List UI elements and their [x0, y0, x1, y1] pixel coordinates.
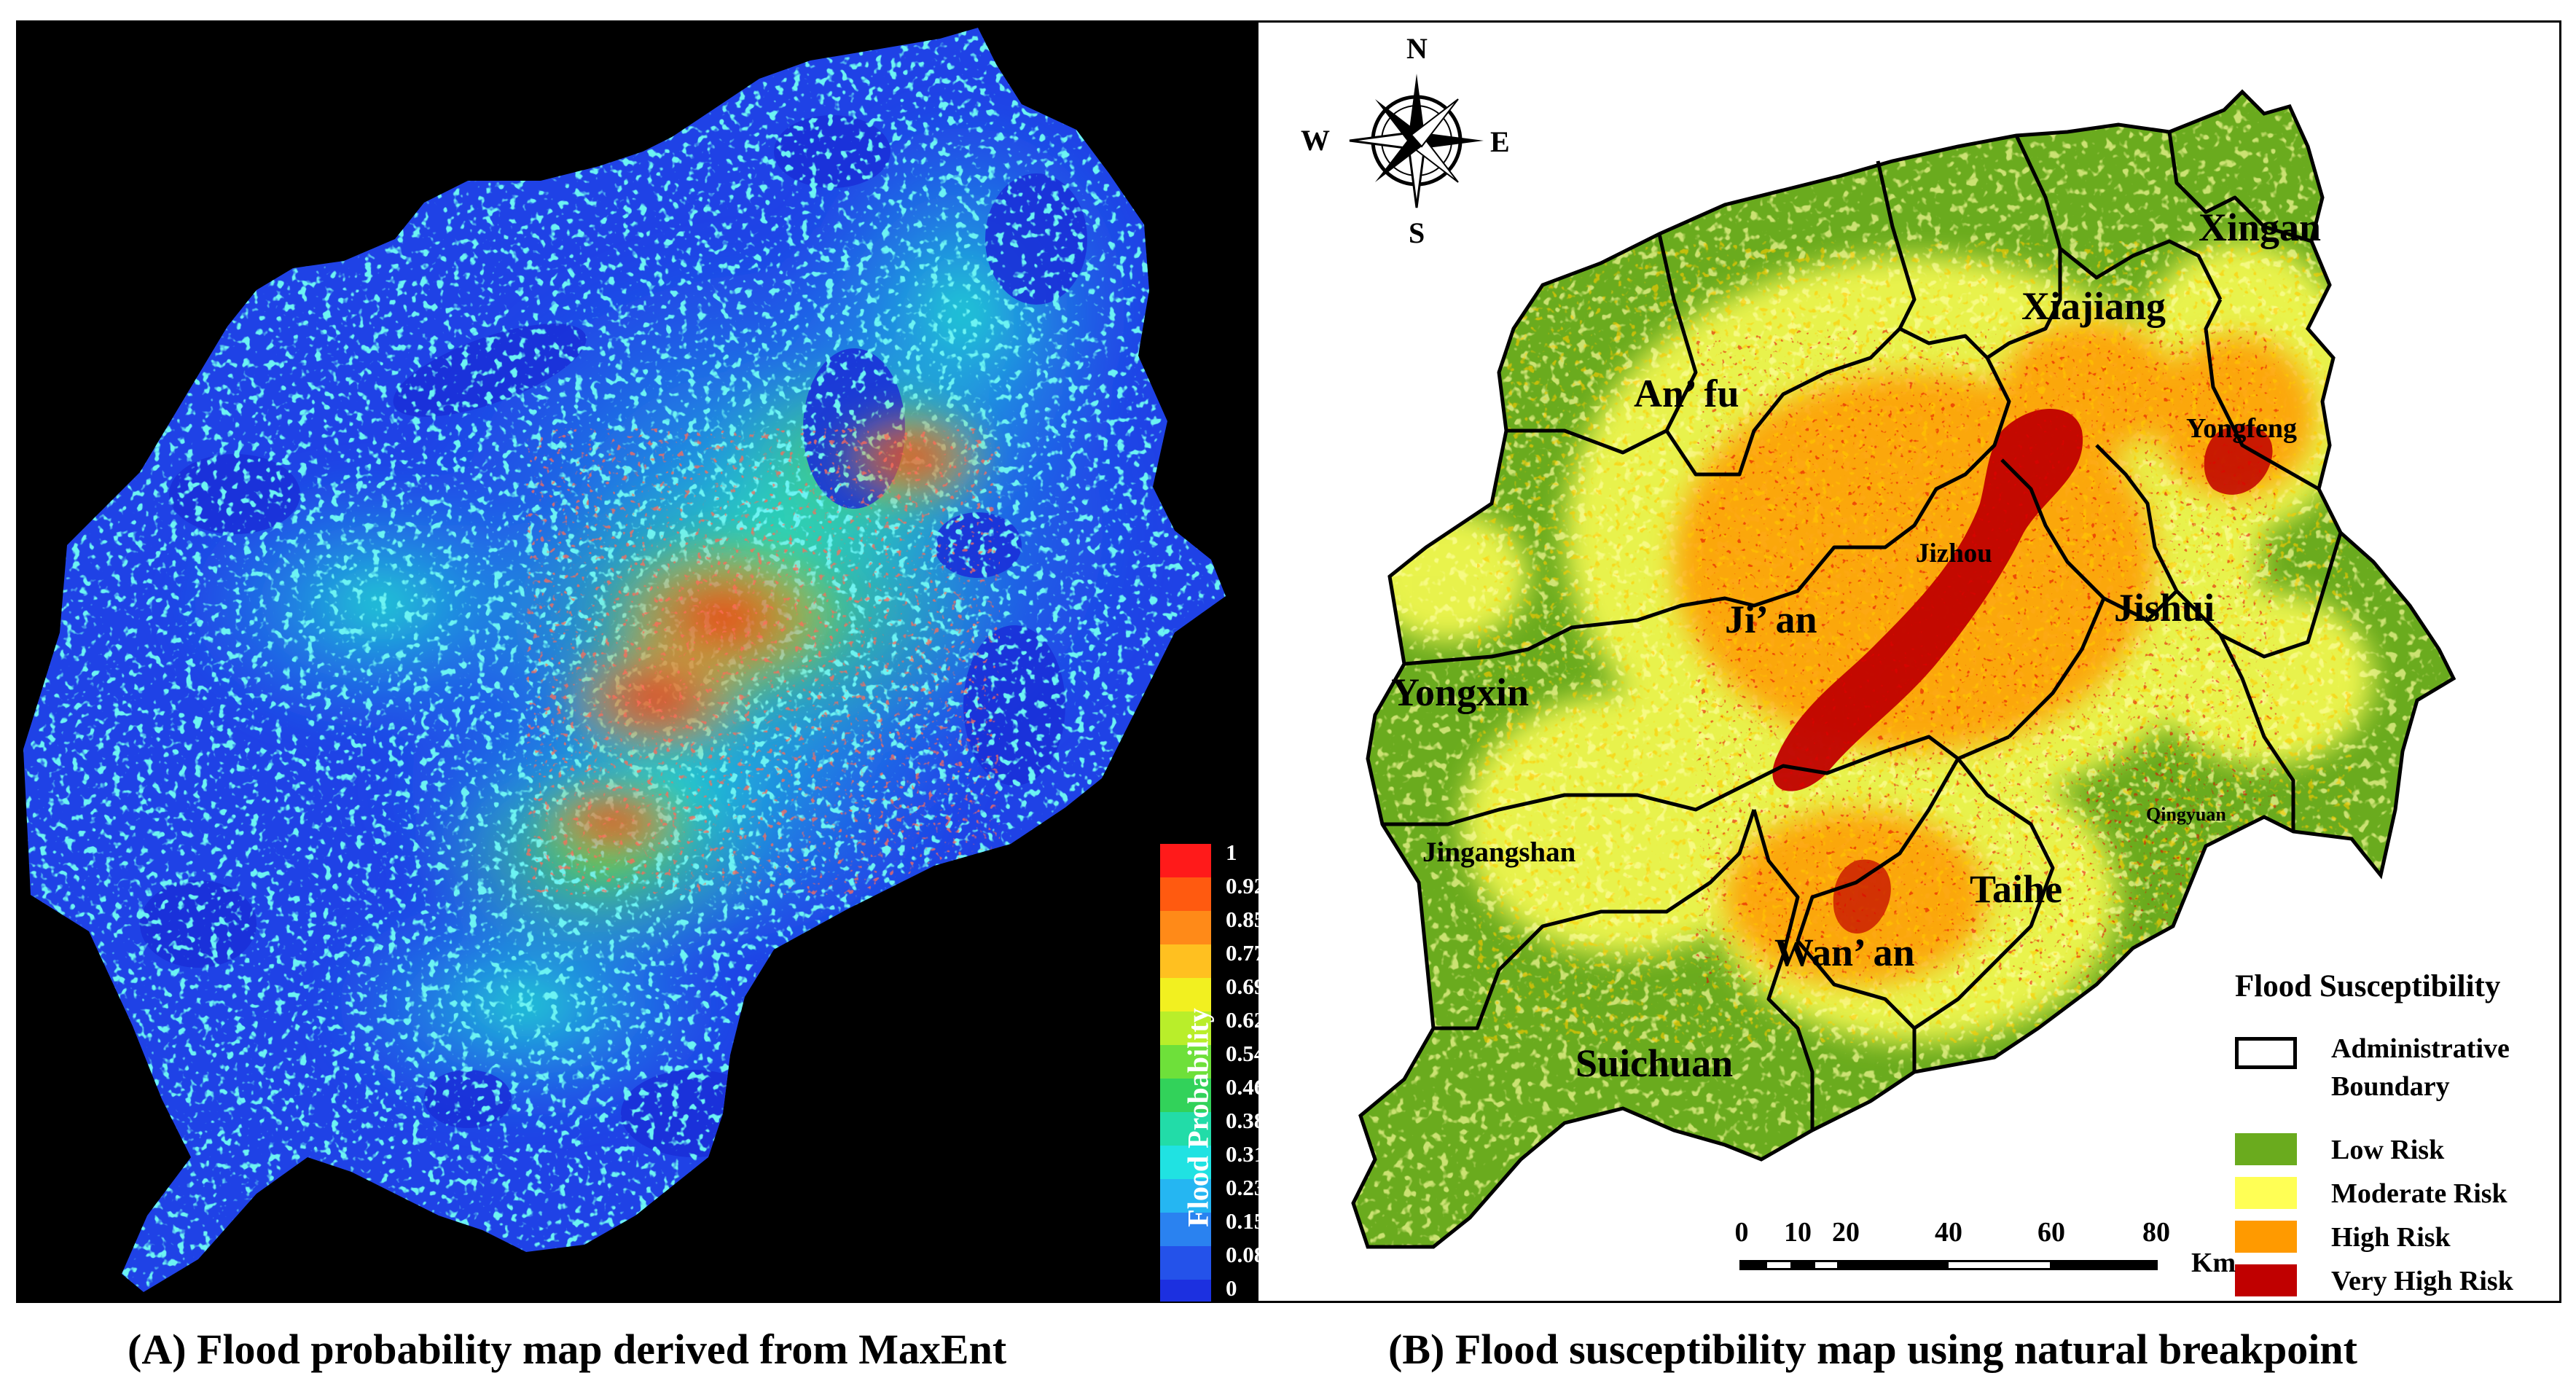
compass-south-label: S [1409, 216, 1425, 249]
scale-bar [1739, 1260, 2158, 1270]
town-label-jingangshan: Jingangshan [1422, 837, 1576, 868]
town-label-jizhou: Jizhou [1916, 539, 1992, 568]
scale-tick-0: 0 [1734, 1217, 1749, 1248]
scale-unit: Km [2191, 1248, 2236, 1278]
colorbar-tick-label: 0.92 [1226, 873, 1258, 899]
town-label-yongfeng: Yongfeng [2186, 413, 2298, 444]
legend-label-low: Low Risk [2331, 1135, 2445, 1165]
town-label-jian: Ji’ an [1725, 598, 1817, 641]
legend-label-high: High Risk [2331, 1222, 2451, 1253]
colorbar-tick-label: 1 [1226, 840, 1237, 865]
colorbar-tick-label: 0 [1226, 1275, 1237, 1301]
flood-susceptibility-map-panel: N S W E Xingan Xiajiang An’ fu Yongfeng … [1258, 20, 2561, 1303]
administrative-boundaries [1382, 131, 2343, 1130]
compass-rose-icon [1349, 74, 1484, 208]
colorbar-swatch [1160, 911, 1211, 944]
colorbar-swatch [1160, 877, 1211, 911]
colorbar-tick-label: 0.62 [1226, 1007, 1258, 1033]
scale-tick-40: 40 [1935, 1217, 1962, 1248]
scale-tick-60: 60 [2037, 1217, 2065, 1248]
scale-tick-20: 20 [1832, 1217, 1860, 1248]
legend-label-boundary-line1: Administrative [2331, 1033, 2510, 1064]
legend-swatch-very-high [2235, 1264, 2297, 1296]
colorbar-swatch [1160, 978, 1211, 1011]
colorbar-swatch [1160, 1246, 1211, 1280]
legend-title: Flood Susceptibility [2235, 969, 2501, 1003]
town-label-wanan: Wan’ an [1774, 931, 1915, 974]
compass-north-label: N [1406, 32, 1428, 65]
legend-label-moderate: Moderate Risk [2331, 1178, 2508, 1209]
town-label-suichuan: Suichuan [1575, 1041, 1734, 1085]
flood-probability-map [23, 28, 1226, 1292]
colorbar-tick-label: 0.54 [1226, 1041, 1258, 1066]
flood-susceptibility-map [1351, 89, 2456, 1249]
colorbar-tick-label: 0.38 [1226, 1108, 1258, 1133]
town-label-anfu: An’ fu [1634, 372, 1739, 415]
town-label-qingyuan: Qingyuan [2146, 804, 2226, 825]
town-label-jishui: Jishui [2114, 586, 2215, 630]
scale-tick-80: 80 [2142, 1217, 2170, 1248]
study-area-raster [23, 28, 1226, 1292]
colorbar-tick-label: 0.77 [1226, 940, 1258, 966]
colorbar-swatch [1160, 1280, 1211, 1302]
town-label-xingan: Xingan [2199, 206, 2322, 249]
scale-tick-10: 10 [1784, 1217, 1812, 1248]
colorbar-tick-label: 0.23 [1226, 1175, 1258, 1200]
legend-swatch-boundary [2235, 1037, 2297, 1069]
colorbar-tick-label: 0.69 [1226, 974, 1258, 999]
town-label-yongxin: Yongxin [1391, 670, 1530, 714]
colorbar-tick-label: 0.08 [1226, 1242, 1258, 1267]
legend-swatch-low [2235, 1133, 2297, 1165]
colorbar-tick-label: 0.46 [1226, 1074, 1258, 1100]
compass-east-label: E [1490, 125, 1510, 158]
colorbar-swatch [1160, 844, 1211, 877]
legend-swatch-moderate [2235, 1177, 2297, 1209]
caption-panel-b: (B) Flood susceptibility map using natur… [1388, 1326, 2357, 1373]
caption-panel-a: (A) Flood probability map derived from M… [128, 1326, 1007, 1373]
colorbar-tick-label: 0.15 [1226, 1208, 1258, 1234]
colorbar-swatch [1160, 1179, 1211, 1213]
legend-label-boundary-line2: Boundary [2331, 1071, 2450, 1102]
compass-west-label: W [1301, 124, 1330, 157]
colorbar-tick-label: 0.31 [1226, 1141, 1258, 1167]
colorbar-swatch [1160, 1011, 1211, 1045]
colorbar-swatch [1160, 1146, 1211, 1179]
legend-label-very-high: Very High Risk [2331, 1266, 2513, 1296]
colorbar-swatch [1160, 1112, 1211, 1146]
probability-colorbar: 1 0.92 0.85 0.77 0.69 0.62 0.54 0.46 0.38 0.31 0.2… [1160, 840, 1258, 1303]
colorbar-title: Flood Probability [1181, 1008, 1215, 1227]
colorbar-swatch [1160, 944, 1211, 978]
colorbar-tick-label: 0.85 [1226, 907, 1258, 932]
town-label-taihe: Taihe [1970, 867, 2063, 911]
legend-swatch-high [2235, 1221, 2297, 1253]
colorbar-swatch [1160, 1213, 1211, 1246]
flood-probability-map-panel: 1 0.92 0.85 0.77 0.69 0.62 0.54 0.46 0.38 0.31 0.2… [16, 20, 1258, 1303]
town-label-xiajiang: Xiajiang [2021, 284, 2166, 328]
colorbar-swatch [1160, 1045, 1211, 1079]
colorbar-swatch [1160, 1079, 1211, 1112]
